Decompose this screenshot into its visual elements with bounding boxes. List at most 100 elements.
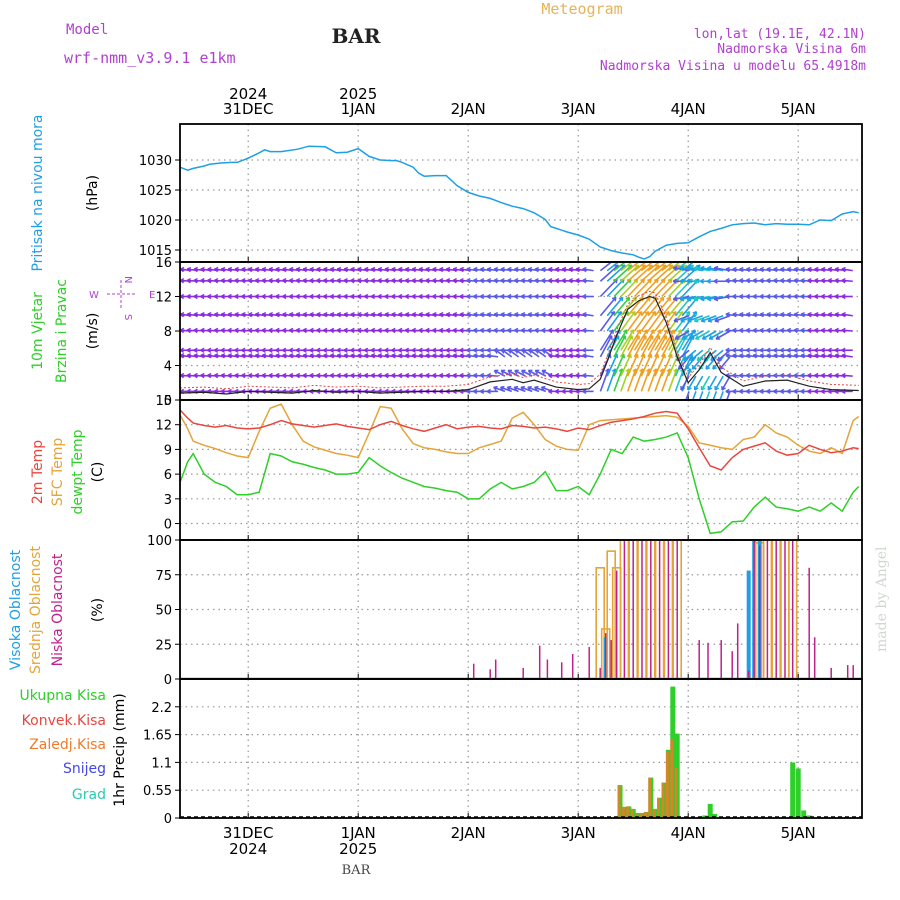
wind-arrow-head bbox=[527, 313, 532, 318]
wind-arrow-head bbox=[459, 349, 464, 353]
wind-arrow-head bbox=[207, 354, 212, 359]
wind-arrow-head bbox=[780, 313, 785, 318]
wind-arrow bbox=[633, 329, 648, 351]
wind-arrow-head bbox=[684, 329, 689, 333]
strat-precip-bar bbox=[670, 739, 674, 818]
wind-arrow-head bbox=[213, 349, 219, 353]
wind-arrow-head bbox=[439, 279, 444, 284]
strat-precip-bar bbox=[652, 808, 656, 818]
wind-arrow-head bbox=[686, 280, 691, 284]
wind-arrow-head bbox=[466, 268, 471, 273]
wind-arrow-head bbox=[541, 268, 546, 273]
wind-arrow-head bbox=[213, 295, 219, 300]
wind-arrow-head bbox=[329, 268, 334, 273]
wind-arrow-head bbox=[404, 295, 410, 300]
strat-precip-bar bbox=[630, 808, 634, 818]
wind-arrow-head bbox=[582, 329, 587, 334]
wind-arrow-head bbox=[174, 313, 178, 315]
wind-arrow-head bbox=[384, 295, 389, 300]
wind-arrow-head bbox=[493, 313, 498, 318]
wind-arrow bbox=[513, 386, 526, 393]
wind-arrow bbox=[633, 264, 653, 282]
wind-arrow-head bbox=[473, 268, 478, 273]
wind-arrow-head bbox=[377, 268, 382, 273]
wind-arrow-head bbox=[739, 279, 744, 284]
wind-arrow bbox=[647, 296, 665, 317]
wind-arrow-head bbox=[800, 329, 805, 334]
wind-arrow-head bbox=[295, 349, 300, 353]
wind-arrow-head bbox=[677, 329, 682, 333]
wind-arrow-head bbox=[507, 349, 512, 353]
wind-arrow-head bbox=[486, 295, 491, 300]
wind-arrow-head bbox=[479, 268, 484, 273]
wind-arrow-head bbox=[752, 329, 757, 334]
wind-arrow-head bbox=[663, 329, 669, 333]
wind-arrow-head bbox=[814, 313, 819, 318]
wind-arrow-head bbox=[672, 267, 677, 272]
y-tick-label: 1025 bbox=[139, 184, 172, 199]
wind-arrow-head bbox=[425, 268, 430, 273]
wind-arrow-head bbox=[466, 374, 471, 379]
wind-arrow-head bbox=[814, 374, 819, 379]
wind-arrow-head bbox=[384, 279, 389, 284]
wind-arrow-head bbox=[786, 354, 791, 359]
wind-arrow-head bbox=[554, 313, 559, 318]
wind-arrow-head bbox=[548, 349, 553, 353]
wind-arrow-head bbox=[827, 268, 832, 273]
wind-arrow bbox=[613, 329, 628, 351]
wind-arrow-head bbox=[827, 349, 832, 353]
wind-arrow-head bbox=[700, 256, 701, 260]
wind-arrow-head bbox=[739, 295, 744, 300]
wind-arrow-head bbox=[672, 280, 677, 284]
wind-arrow-head bbox=[323, 279, 328, 284]
wind-arrow-head bbox=[534, 349, 539, 353]
wind-arrow-head bbox=[213, 329, 219, 334]
wind-arrow-head bbox=[745, 268, 750, 273]
wind-arrow-head bbox=[486, 268, 491, 273]
wind-arrow-head bbox=[520, 295, 526, 300]
wind-arrow-head bbox=[745, 374, 750, 379]
wind-arrow-head bbox=[445, 268, 450, 273]
wind-arrow-head bbox=[527, 279, 532, 284]
wind-arrow-head bbox=[732, 329, 737, 334]
y-tick-label: 0.55 bbox=[143, 784, 172, 799]
wind-arrow-head bbox=[800, 349, 805, 353]
wind-arrow-head bbox=[241, 268, 246, 273]
wind-arrow-head bbox=[323, 329, 328, 334]
wind-arrow-head bbox=[773, 390, 778, 395]
high-cloud-bar bbox=[746, 570, 751, 679]
bottom-date-label: 1JAN bbox=[341, 824, 376, 842]
wind-arrow-head bbox=[520, 313, 525, 318]
wind-arrow-head bbox=[452, 295, 457, 300]
y-tick-label: 0 bbox=[164, 673, 172, 688]
wind-arrow-head bbox=[752, 313, 757, 318]
wind-arrow-head bbox=[357, 313, 362, 318]
wind-arrow-head bbox=[759, 329, 764, 334]
wind-arrow-head bbox=[699, 280, 705, 284]
wind-arrow bbox=[500, 386, 513, 393]
wind-arrow-head bbox=[173, 279, 177, 281]
wind-arrow-head bbox=[248, 374, 253, 379]
wind-arrow-head bbox=[548, 295, 553, 300]
wind-arrow-head bbox=[680, 387, 685, 391]
wind-arrow-head bbox=[641, 264, 646, 267]
wind-arrow-head bbox=[705, 367, 711, 370]
wind-arrow-head bbox=[554, 329, 560, 334]
wind-arrow bbox=[654, 262, 668, 272]
wind-arrow-head bbox=[391, 268, 396, 273]
wind-arrow-head bbox=[329, 279, 334, 284]
wind-arrow-head bbox=[520, 386, 525, 391]
wind-arrow-head bbox=[807, 374, 812, 379]
wind-arrow-head bbox=[268, 268, 273, 273]
mid-cloud-bar bbox=[595, 566, 606, 680]
total-precip-legend: Ukupna Kisa bbox=[19, 688, 106, 704]
wind-arrow bbox=[534, 369, 547, 377]
pressure-panel: 1015 1020 1025 1030 bbox=[139, 123, 863, 263]
wind-arrow-head bbox=[800, 374, 805, 379]
wind-arrow-head bbox=[506, 386, 511, 391]
wind-arrow-head bbox=[793, 313, 798, 318]
wind-arrow-head bbox=[411, 313, 416, 318]
wind-arrow bbox=[705, 356, 717, 370]
